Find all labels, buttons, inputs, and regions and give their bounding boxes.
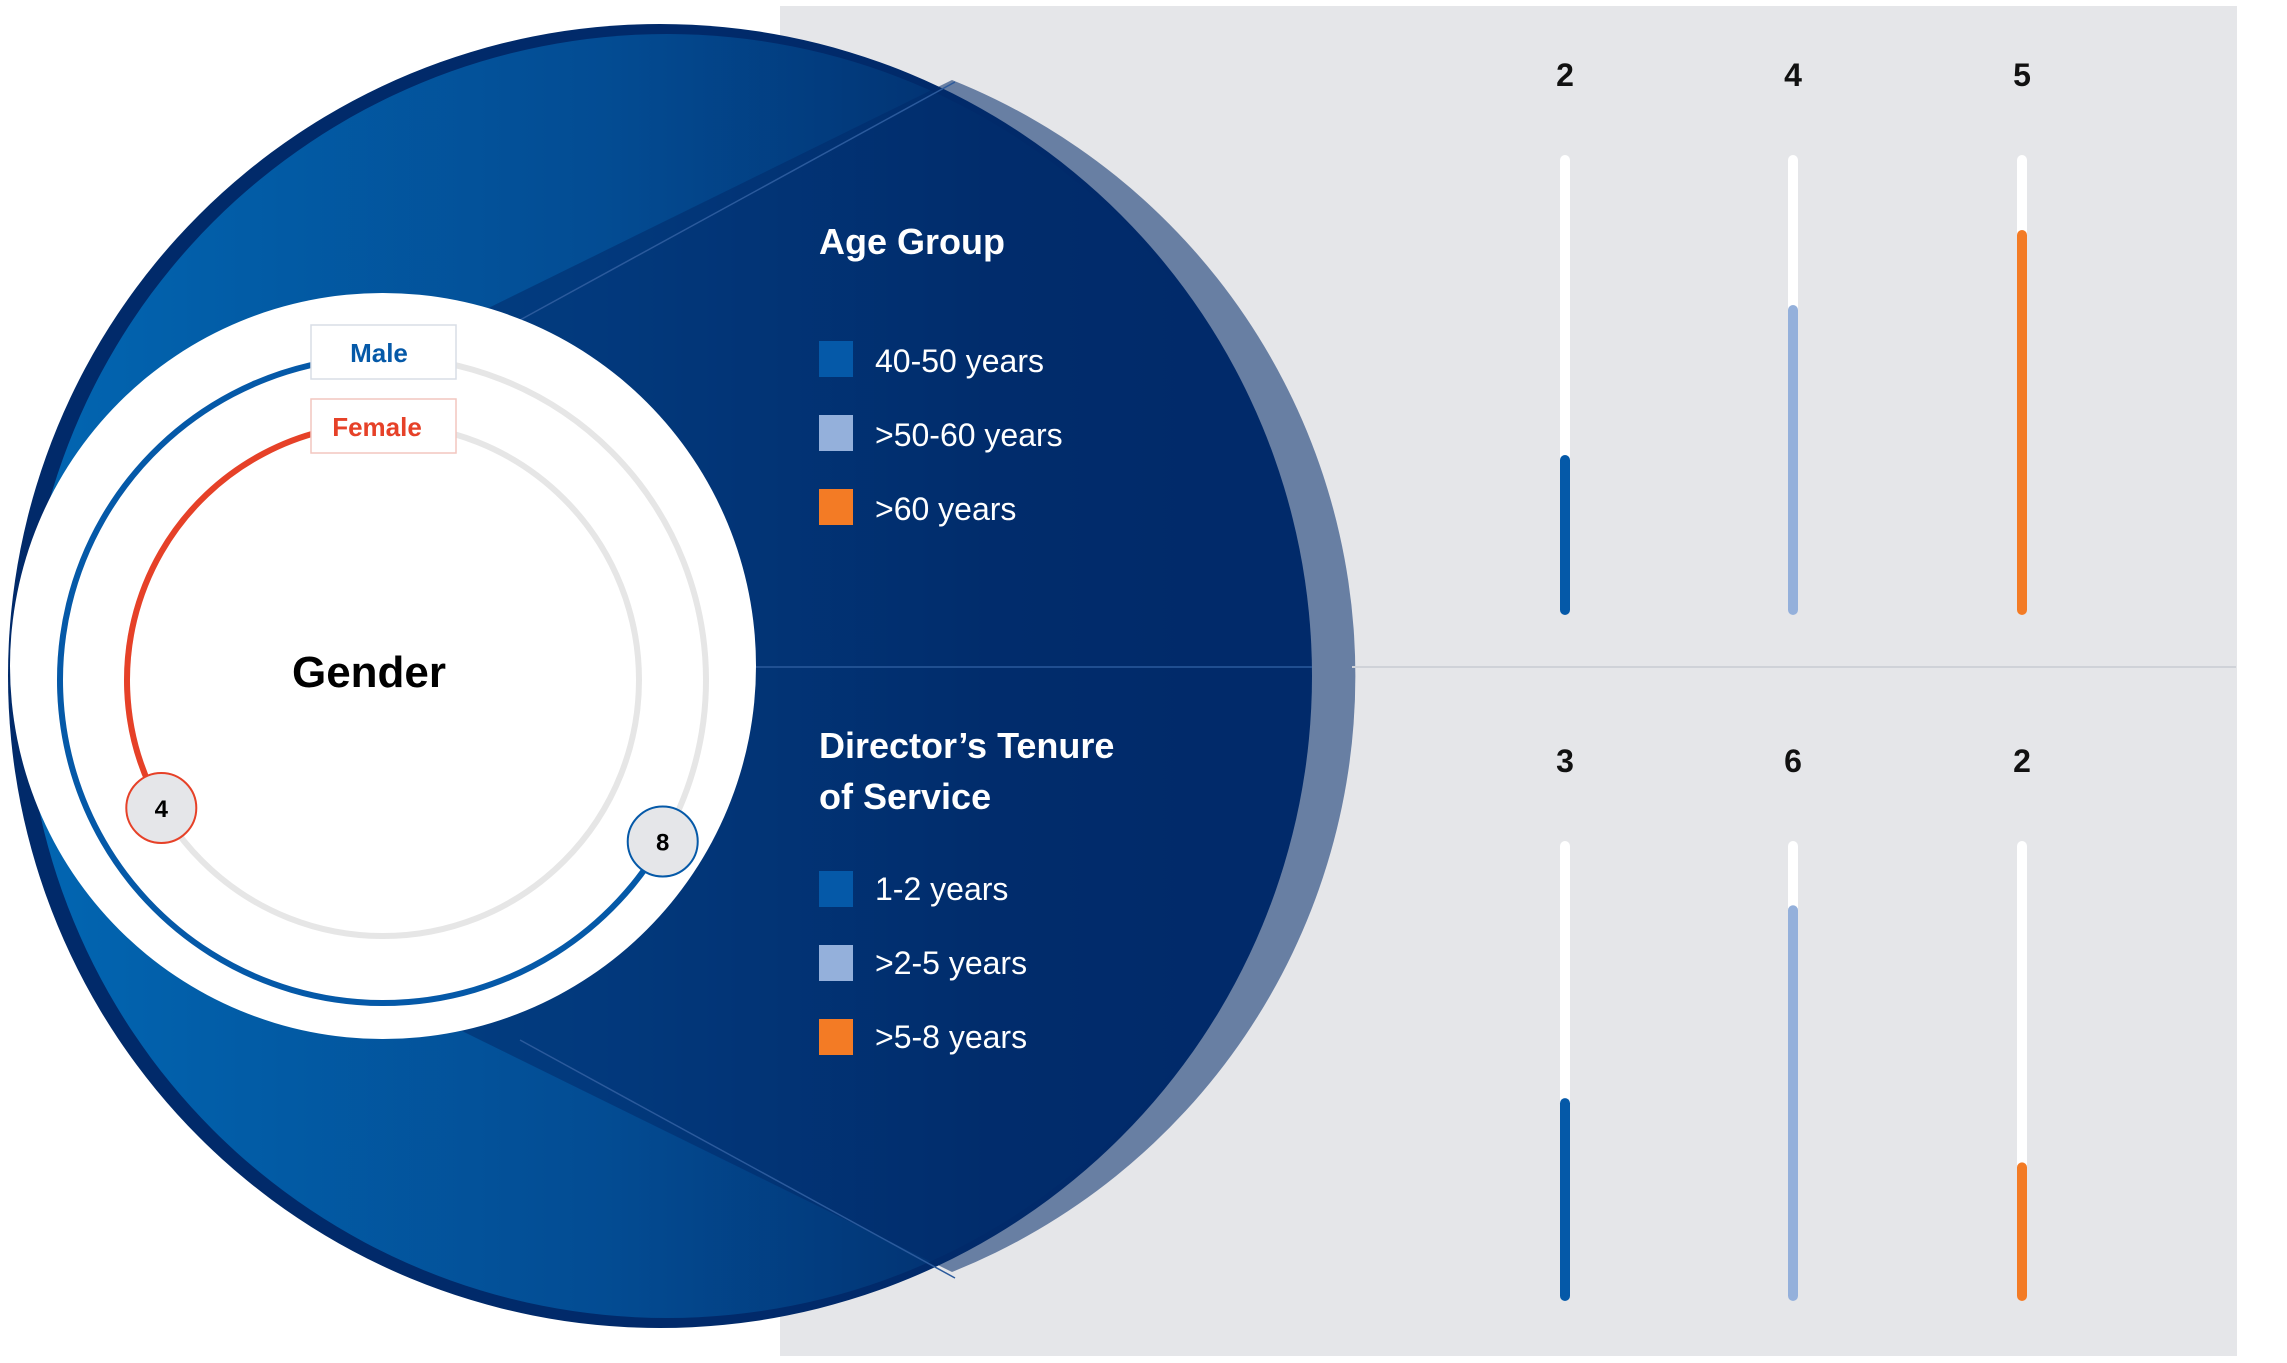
tenure-value-label: 3 <box>1556 743 1574 779</box>
tenure-title: Director’s Tenure <box>819 725 1114 766</box>
age-legend-label: >50-60 years <box>875 417 1063 453</box>
divider-upper <box>519 81 956 321</box>
male-value: 8 <box>656 830 669 857</box>
age-value-label: 2 <box>1556 57 1574 93</box>
tenure-legend-item: >5-8 years <box>819 1019 1027 1055</box>
female-value-badge: 4 <box>125 772 198 844</box>
female-ring-arc <box>124 421 386 811</box>
age-legend-swatch <box>819 341 853 377</box>
tenure-title: of Service <box>819 776 991 817</box>
age-value-label: 5 <box>2013 57 2031 93</box>
age-legend-item: >50-60 years <box>819 415 1063 453</box>
tenure-value-label: 6 <box>1784 743 1802 779</box>
tenure-legend-label: 1-2 years <box>875 871 1008 907</box>
bar-charts: 2 4 5 3 6 2 <box>1556 57 2031 1301</box>
female-label: Female <box>332 412 422 442</box>
male-value-badge: 8 <box>626 805 699 878</box>
outer-circle-dark-band <box>460 80 1356 1272</box>
age-group-title: Age Group <box>819 221 1005 262</box>
tenure-legend-label: >2-5 years <box>875 945 1027 981</box>
male-ring-arc <box>57 354 666 1006</box>
age-legend-swatch <box>819 489 853 525</box>
tenure-legend-swatch <box>819 945 853 981</box>
age-legend-label: 40-50 years <box>875 343 1044 379</box>
age-legend-label: >60 years <box>875 491 1016 527</box>
age-legend-swatch <box>819 415 853 451</box>
gender-title: Gender <box>292 648 446 697</box>
female-label-box <box>310 398 457 454</box>
male-label: Male <box>350 338 408 368</box>
divider-lower <box>519 1039 956 1279</box>
age-legend-item: 40-50 years <box>819 341 1044 379</box>
male-label-box <box>310 324 457 380</box>
age-legend-item: >60 years <box>819 489 1016 527</box>
age-group-section: Age Group 40-50 years >50-60 years >60 y… <box>819 221 1063 527</box>
tenure-section: Director’s Tenure of Service 1-2 years >… <box>819 725 1114 1055</box>
tenure-legend-label: >5-8 years <box>875 1019 1027 1055</box>
tenure-legend-item: 1-2 years <box>819 871 1008 907</box>
age-value-label: 4 <box>1784 57 1802 93</box>
female-value: 4 <box>155 796 169 823</box>
tenure-value-label: 2 <box>2013 743 2031 779</box>
tenure-legend-swatch <box>819 1019 853 1055</box>
tenure-legend-item: >2-5 years <box>819 945 1027 981</box>
tenure-legend-swatch <box>819 871 853 907</box>
